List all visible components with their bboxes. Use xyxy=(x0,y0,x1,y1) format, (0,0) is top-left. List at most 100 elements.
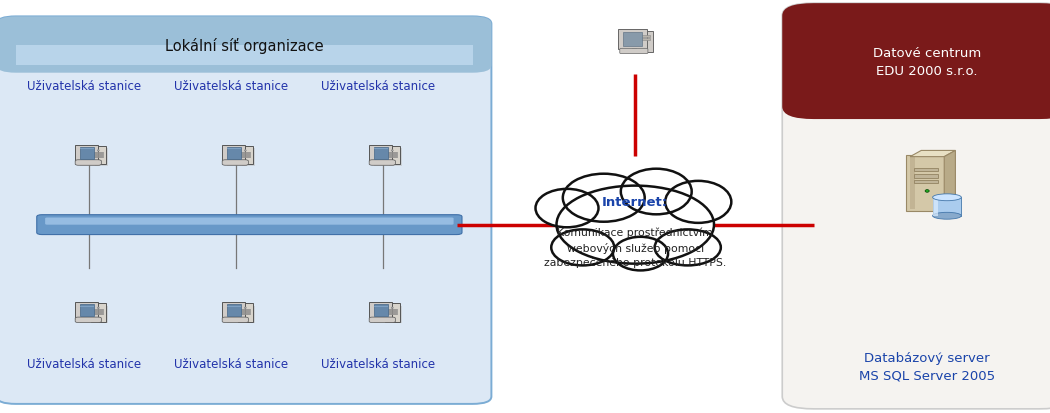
Bar xyxy=(932,198,962,216)
Text: Databázový server
MS SQL Server 2005: Databázový server MS SQL Server 2005 xyxy=(859,351,995,382)
FancyBboxPatch shape xyxy=(242,306,255,324)
FancyBboxPatch shape xyxy=(636,32,653,53)
Bar xyxy=(639,36,650,38)
Ellipse shape xyxy=(245,307,247,309)
Bar xyxy=(80,149,94,150)
Ellipse shape xyxy=(245,150,247,152)
Bar xyxy=(240,310,250,311)
FancyBboxPatch shape xyxy=(384,147,400,165)
Bar xyxy=(387,155,397,156)
Bar xyxy=(240,155,250,156)
FancyBboxPatch shape xyxy=(620,49,648,55)
Ellipse shape xyxy=(98,150,100,152)
FancyBboxPatch shape xyxy=(782,4,1050,409)
Bar xyxy=(374,147,388,160)
Bar xyxy=(80,306,94,307)
Bar xyxy=(93,155,103,156)
Ellipse shape xyxy=(551,230,614,266)
Polygon shape xyxy=(910,151,956,157)
Bar xyxy=(387,310,397,311)
Text: Uživatelská stanice: Uživatelská stanice xyxy=(27,80,141,93)
FancyBboxPatch shape xyxy=(375,148,394,163)
Text: Lokální síť organizace: Lokální síť organizace xyxy=(165,38,323,53)
Polygon shape xyxy=(944,151,956,210)
Bar xyxy=(93,312,103,313)
Bar xyxy=(231,320,238,321)
Bar xyxy=(932,198,938,216)
Text: Uživatelská stanice: Uživatelská stanice xyxy=(174,357,288,370)
FancyBboxPatch shape xyxy=(370,302,393,319)
FancyBboxPatch shape xyxy=(94,306,108,324)
FancyBboxPatch shape xyxy=(237,147,253,165)
Ellipse shape xyxy=(98,307,100,309)
FancyBboxPatch shape xyxy=(375,305,394,320)
Bar xyxy=(378,320,385,321)
Bar xyxy=(84,163,91,164)
Bar xyxy=(227,147,242,160)
Ellipse shape xyxy=(392,150,394,152)
Bar xyxy=(380,161,383,163)
FancyBboxPatch shape xyxy=(782,4,1050,120)
Bar xyxy=(380,318,383,320)
FancyBboxPatch shape xyxy=(370,317,396,323)
FancyBboxPatch shape xyxy=(223,160,249,166)
FancyBboxPatch shape xyxy=(906,156,948,211)
Bar xyxy=(387,153,397,154)
Bar xyxy=(387,312,397,313)
Ellipse shape xyxy=(666,181,731,223)
Bar xyxy=(240,313,250,314)
FancyBboxPatch shape xyxy=(228,305,247,320)
Bar xyxy=(86,318,89,320)
Bar xyxy=(915,180,938,183)
Bar xyxy=(227,304,242,317)
Text: Uživatelská stanice: Uživatelská stanice xyxy=(321,357,435,370)
Bar xyxy=(80,147,94,160)
Bar xyxy=(233,318,236,320)
FancyBboxPatch shape xyxy=(223,302,246,319)
Ellipse shape xyxy=(556,186,714,264)
Ellipse shape xyxy=(621,169,692,215)
Bar xyxy=(228,320,248,323)
Bar xyxy=(93,310,103,311)
Bar xyxy=(231,163,238,164)
FancyBboxPatch shape xyxy=(0,17,491,74)
Ellipse shape xyxy=(613,237,668,271)
FancyBboxPatch shape xyxy=(76,302,99,319)
Bar xyxy=(374,149,388,150)
Ellipse shape xyxy=(392,307,394,309)
FancyBboxPatch shape xyxy=(76,145,99,162)
FancyBboxPatch shape xyxy=(384,304,400,322)
Bar xyxy=(387,313,397,314)
Bar xyxy=(627,52,640,53)
FancyBboxPatch shape xyxy=(45,218,454,225)
Text: Uživatelská stanice: Uživatelská stanice xyxy=(321,80,435,93)
Bar xyxy=(84,320,91,321)
Text: Komunikace prostřednictvím
webových služeb pomocí
zabezpečeného protokolu HTTPS.: Komunikace prostřednictvím webových služ… xyxy=(544,227,727,268)
FancyBboxPatch shape xyxy=(76,160,102,166)
Bar xyxy=(86,161,89,163)
Bar xyxy=(378,163,385,164)
FancyBboxPatch shape xyxy=(237,304,253,322)
Bar xyxy=(93,153,103,154)
Bar xyxy=(632,49,636,52)
FancyBboxPatch shape xyxy=(0,17,491,404)
FancyBboxPatch shape xyxy=(388,149,402,167)
Bar xyxy=(93,313,103,314)
Text: Internet:: Internet: xyxy=(603,196,668,209)
FancyBboxPatch shape xyxy=(37,215,462,235)
Ellipse shape xyxy=(563,174,645,222)
Ellipse shape xyxy=(932,213,962,220)
Text: Datové centrum
EDU 2000 s.r.o.: Datové centrum EDU 2000 s.r.o. xyxy=(873,47,981,77)
Bar xyxy=(915,169,938,172)
Bar xyxy=(240,153,250,154)
FancyBboxPatch shape xyxy=(223,145,246,162)
Bar xyxy=(910,157,916,210)
Bar xyxy=(374,304,388,317)
FancyBboxPatch shape xyxy=(370,160,396,166)
Bar xyxy=(227,306,242,307)
Bar xyxy=(623,33,643,47)
Ellipse shape xyxy=(925,190,929,193)
FancyBboxPatch shape xyxy=(618,30,647,50)
Bar xyxy=(228,163,248,166)
FancyBboxPatch shape xyxy=(81,148,100,163)
